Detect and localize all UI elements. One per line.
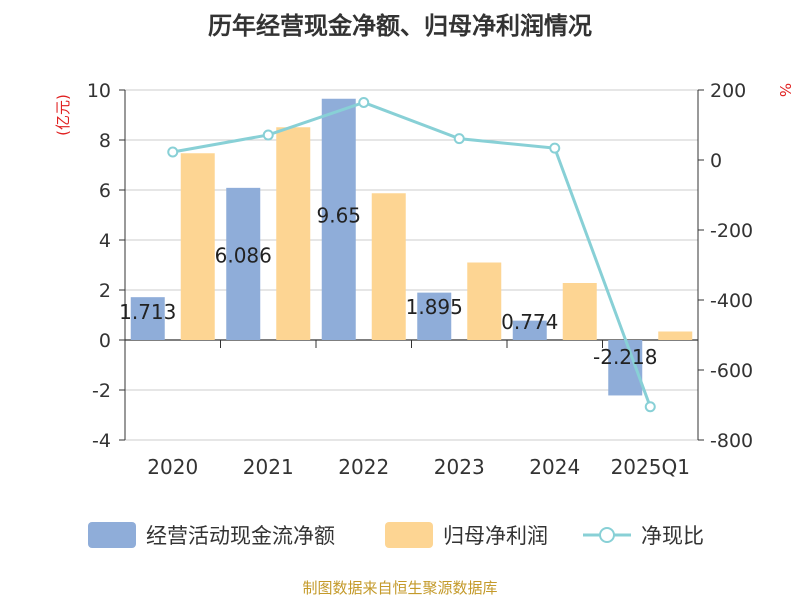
bar-cashflow xyxy=(321,98,356,340)
x-tick-label: 2020 xyxy=(147,455,198,479)
bar-net-profit xyxy=(371,193,406,340)
legend-swatch-net-profit xyxy=(385,522,433,548)
right-tick-label: 200 xyxy=(710,80,746,102)
right-tick-label: -400 xyxy=(710,290,753,312)
left-tick-label: 10 xyxy=(87,80,111,102)
left-tick-label: 6 xyxy=(99,180,111,202)
data-label-cashflow: 9.65 xyxy=(316,204,361,228)
legend-swatch-ratio-point xyxy=(599,527,615,543)
right-tick-label: -600 xyxy=(710,360,753,382)
left-tick-label: 0 xyxy=(99,330,111,352)
line-ratio-point xyxy=(167,146,179,158)
data-label-cashflow: 1.713 xyxy=(119,300,176,324)
x-tick-label: 2022 xyxy=(338,455,389,479)
x-tick-label: 2025Q1 xyxy=(611,455,690,479)
bar-cashflow xyxy=(512,320,547,340)
left-axis-label: (亿元) xyxy=(54,94,72,136)
line-ratio-point xyxy=(358,96,370,108)
bar-net-profit xyxy=(467,262,502,340)
line-ratio-point xyxy=(549,142,561,154)
line-ratio-point xyxy=(262,129,274,141)
left-tick-label: -2 xyxy=(92,380,111,402)
legend-label-net-profit: 归母净利润 xyxy=(443,524,548,548)
right-tick-label: -800 xyxy=(710,430,753,452)
bar-net-profit xyxy=(180,153,215,340)
line-ratio xyxy=(172,100,652,408)
left-tick-label: -4 xyxy=(92,430,111,452)
left-tick-label: 2 xyxy=(99,280,111,302)
x-tick-label: 2023 xyxy=(434,455,485,479)
bar-cashflow xyxy=(417,292,452,340)
bar-net-profit xyxy=(276,127,311,340)
right-tick-label: 0 xyxy=(710,150,722,172)
left-tick-label: 8 xyxy=(99,130,111,152)
data-label-cashflow: -2.218 xyxy=(593,345,657,369)
legend-swatch-cashflow xyxy=(88,522,136,548)
line-ratio-point xyxy=(644,401,656,413)
right-tick-label: -200 xyxy=(710,220,753,242)
line-ratio-point xyxy=(453,133,465,145)
x-tick-label: 2021 xyxy=(243,455,294,479)
bar-net-profit xyxy=(658,331,693,340)
bar-cashflow xyxy=(130,297,165,340)
data-label-cashflow: 1.895 xyxy=(406,295,463,319)
data-label-cashflow: 6.086 xyxy=(215,244,272,268)
chart-title: 历年经营现金净额、归母净利润情况 xyxy=(208,12,592,40)
legend-label-cashflow: 经营活动现金流净额 xyxy=(146,524,335,548)
bar-net-profit xyxy=(562,283,597,340)
right-axis-label: % xyxy=(776,83,794,97)
source-note: 制图数据来自恒生聚源数据库 xyxy=(302,579,497,597)
data-label-cashflow: 0.774 xyxy=(501,310,558,334)
bar-cashflow xyxy=(226,187,261,340)
legend-label-ratio: 净现比 xyxy=(641,524,704,548)
left-tick-label: 4 xyxy=(99,230,111,252)
x-tick-label: 2024 xyxy=(529,455,580,479)
